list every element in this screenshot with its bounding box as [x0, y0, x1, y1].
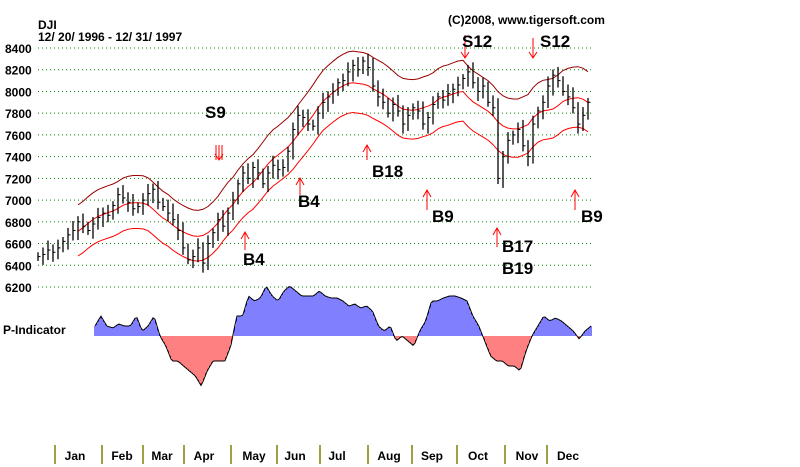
y-tick-label: 6800	[5, 216, 32, 230]
y-tick-label: 7000	[5, 194, 32, 208]
arrow-head-icon	[295, 176, 305, 186]
y-tick-label: 8000	[5, 85, 32, 99]
month-label: Jun	[284, 449, 305, 463]
month-label: Feb	[111, 449, 132, 463]
month-label: Aug	[377, 449, 400, 463]
y-tick-label: 8400	[5, 42, 32, 56]
signal-label: B4	[298, 192, 320, 211]
signal-label: B9	[432, 207, 454, 226]
y-tick-label: 7600	[5, 129, 32, 143]
arrow-head-icon	[492, 226, 502, 236]
arrow-head-icon	[460, 51, 470, 59]
upper-band-line	[77, 50, 589, 211]
arrow-head-icon	[422, 188, 432, 198]
signal-label: S12	[462, 32, 492, 51]
month-label: Mar	[151, 449, 173, 463]
signal-label: S12	[540, 32, 570, 51]
signal-label: S9	[205, 103, 226, 122]
arrow-head-icon	[528, 51, 538, 59]
chart-subtitle: 12/ 20/ 1996 - 12/ 31/ 1997	[38, 30, 182, 44]
indicator-label: P-Indicator	[3, 323, 66, 337]
y-tick-label: 6600	[5, 238, 32, 252]
month-label: Dec	[557, 449, 579, 463]
y-tick-label: 6200	[5, 281, 32, 295]
signal-label: B9	[581, 207, 603, 226]
y-tick-label: 7200	[5, 172, 32, 186]
chart-title: DJI	[38, 18, 57, 32]
signal-label: B19	[502, 259, 533, 278]
month-label: Oct	[468, 449, 488, 463]
month-label: May	[242, 449, 266, 463]
month-label: Nov	[516, 449, 539, 463]
middle-band-line	[77, 82, 589, 237]
arrow-head-icon	[362, 143, 372, 153]
y-tick-label: 6400	[5, 259, 32, 273]
month-label: Jul	[328, 449, 345, 463]
y-tick-label: 8200	[5, 64, 32, 78]
month-label: Apr	[194, 449, 215, 463]
indicator-line	[94, 286, 592, 387]
month-label: Jan	[65, 449, 86, 463]
y-tick-label: 7400	[5, 151, 32, 165]
arrow-head-icon	[570, 188, 580, 198]
copyright: (C)2008, www.tigersoft.com	[448, 13, 605, 27]
signal-label: B18	[372, 162, 403, 181]
arrow-head-icon	[240, 230, 250, 240]
month-label: Sep	[421, 449, 443, 463]
signal-label: B4	[243, 250, 265, 269]
y-tick-label: 7800	[5, 107, 32, 121]
signal-label: B17	[502, 237, 533, 256]
